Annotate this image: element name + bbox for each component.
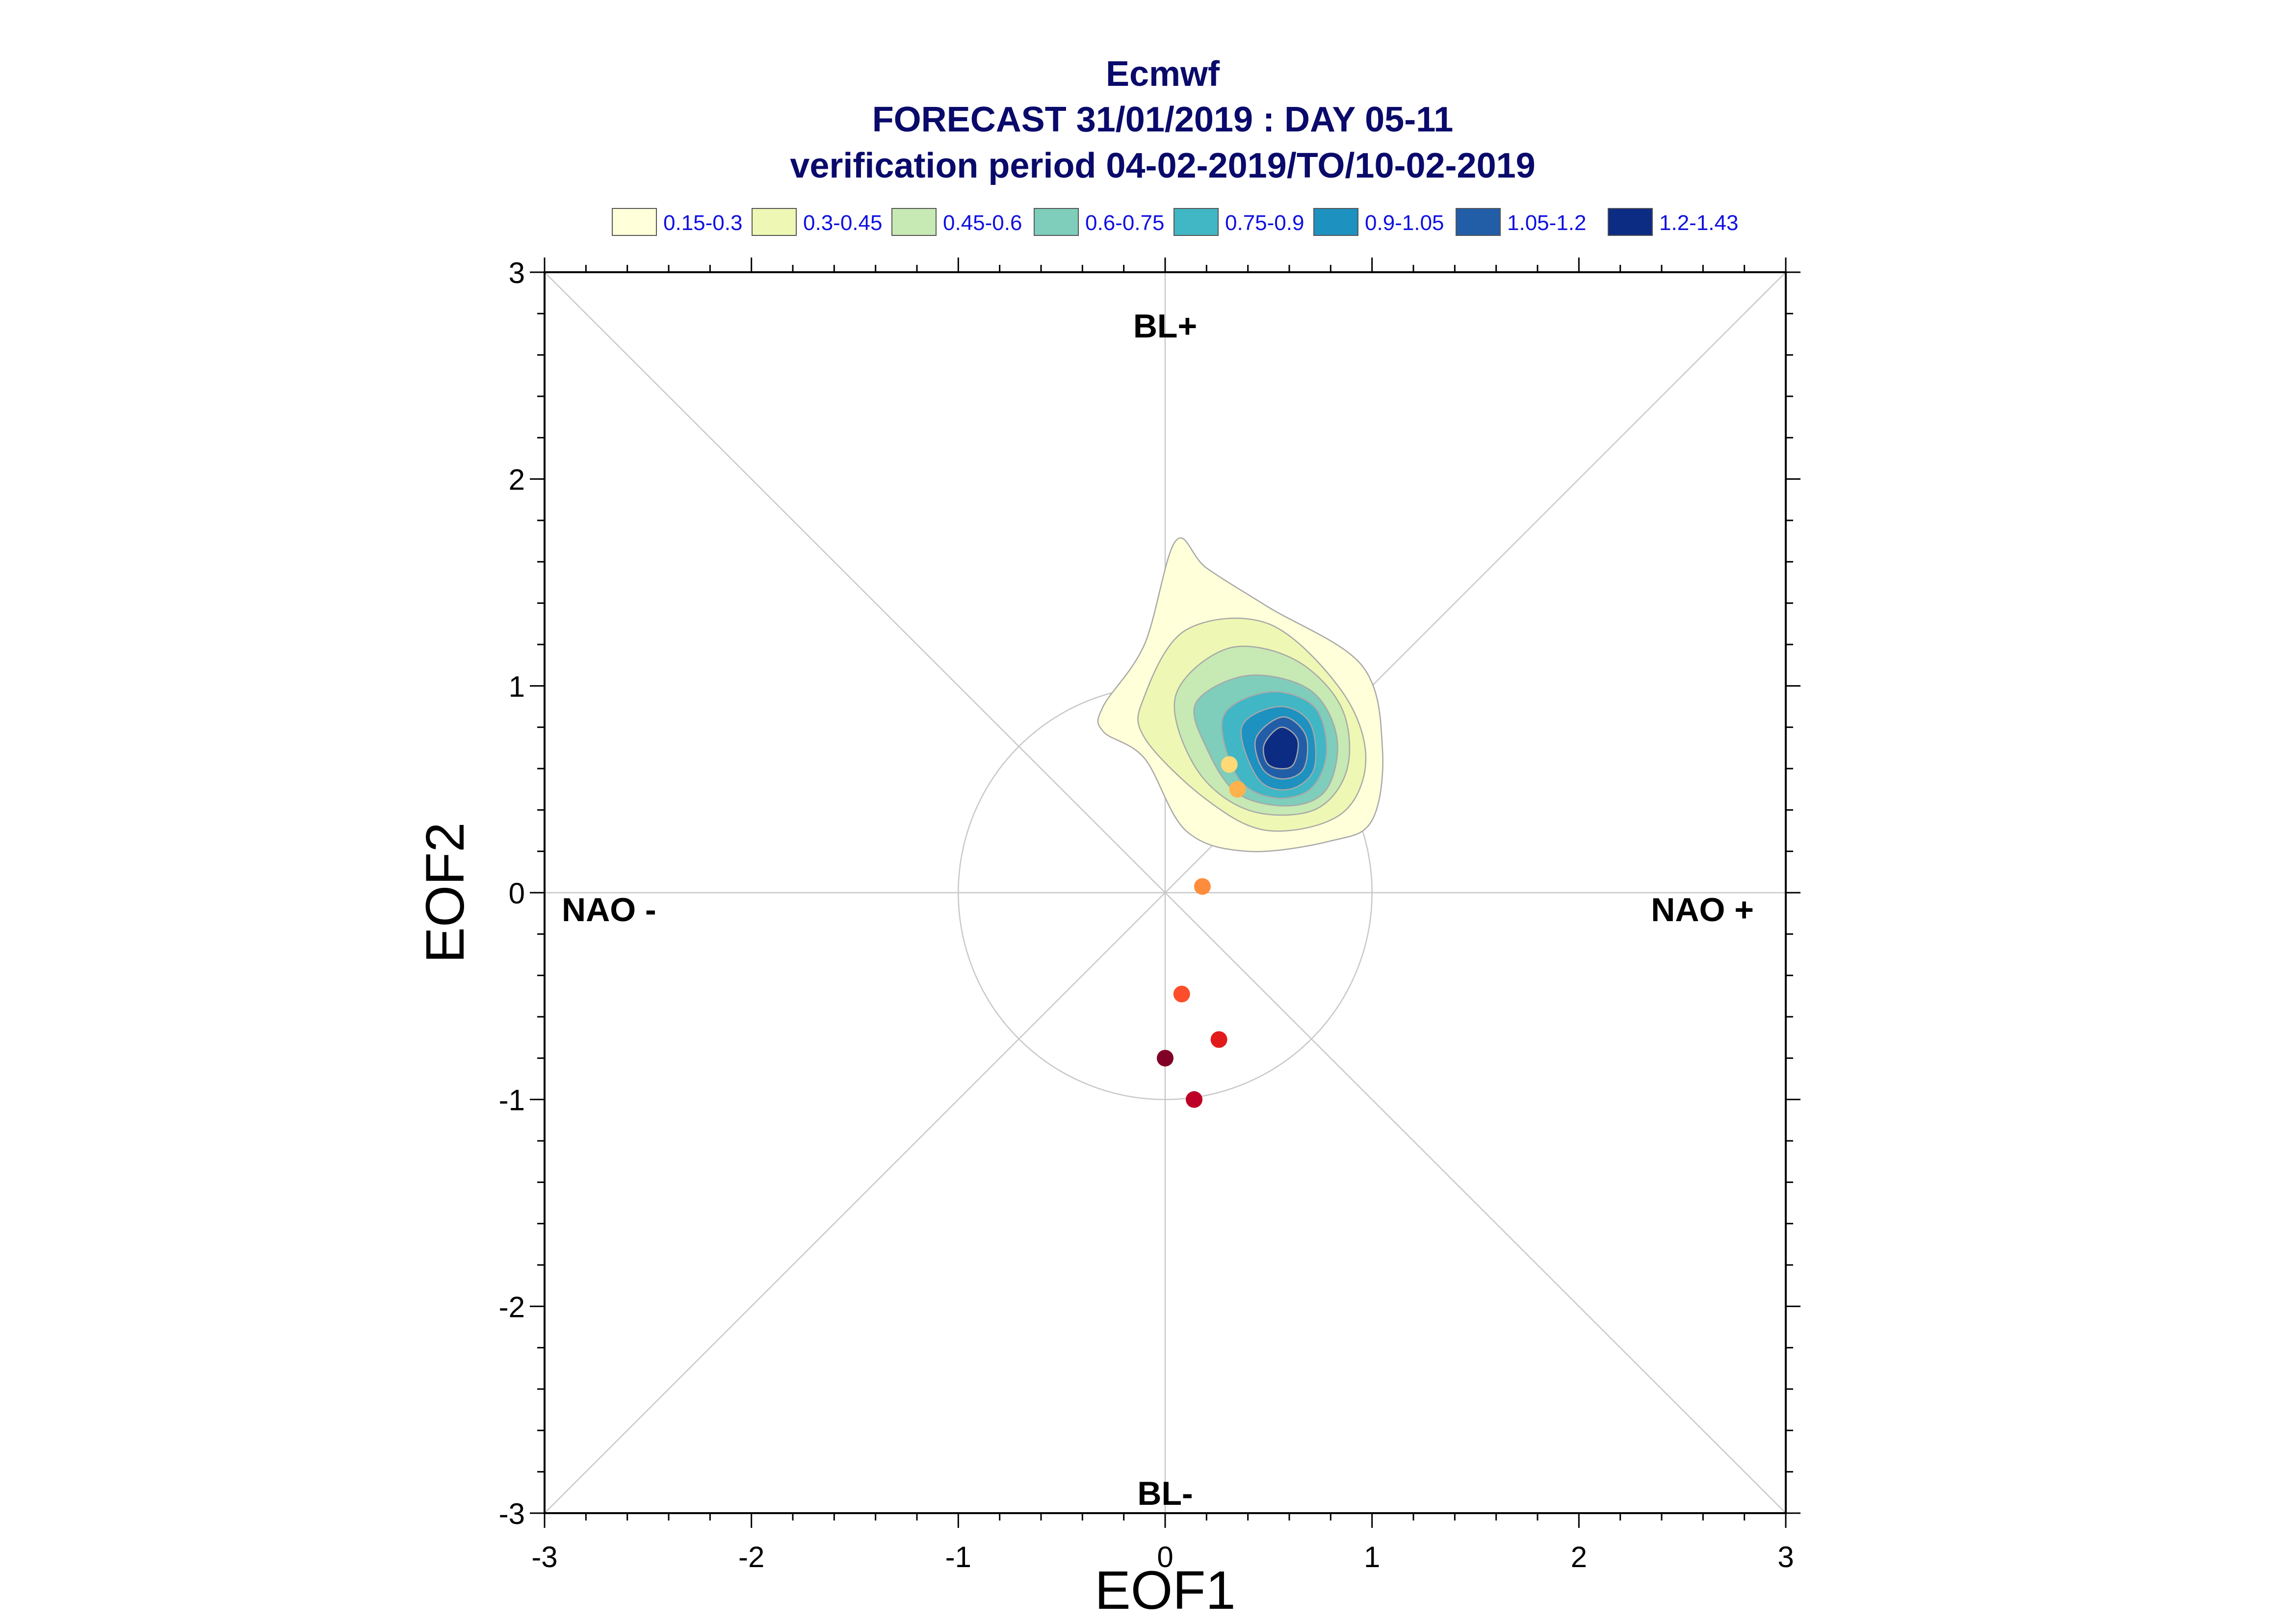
y-tick-label: 0 <box>509 877 525 910</box>
regime-label-nao-plus: NAO + <box>1651 891 1754 928</box>
x-axis-label: EOF1 <box>1095 1560 1235 1621</box>
x-tick-label: 0 <box>1157 1541 1173 1573</box>
data-point-2 <box>1229 781 1246 798</box>
chart-subtitle: FORECAST 31/01/2019 : DAY 05-11 <box>872 100 1454 139</box>
x-tick-label: 2 <box>1571 1541 1587 1573</box>
data-points <box>1157 756 1246 1108</box>
legend-swatch-1 <box>612 208 657 236</box>
data-point-4 <box>1173 985 1190 1003</box>
density-contour-8 <box>1263 726 1299 770</box>
data-point-6 <box>1157 1050 1174 1067</box>
legend-swatch-8 <box>1608 208 1653 236</box>
guide-lines <box>544 272 1786 1514</box>
y-tick-label: 2 <box>509 464 525 496</box>
legend-label-2: 0.3-0.45 <box>803 211 882 235</box>
legend-swatch-6 <box>1313 208 1358 236</box>
data-point-5 <box>1210 1031 1227 1048</box>
y-tick-label: -3 <box>499 1497 525 1530</box>
legend-label-8: 1.2-1.43 <box>1659 211 1738 235</box>
legend: 0.15-0.3 0.3-0.45 0.45-0.6 0.6-0.75 0.75-0.9… <box>612 208 1738 236</box>
density-contours <box>1097 537 1383 852</box>
data-point-7 <box>1186 1091 1203 1108</box>
x-tick-label: -2 <box>738 1541 764 1573</box>
data-point-1 <box>1221 756 1238 773</box>
x-tick-label: 3 <box>1777 1541 1794 1573</box>
diagonal-line-2 <box>544 272 1786 1514</box>
x-tick-label: -1 <box>945 1541 971 1573</box>
legend-label-1: 0.15-0.3 <box>663 211 742 235</box>
x-tick-label: -3 <box>531 1541 557 1573</box>
legend-swatch-2 <box>752 208 797 236</box>
legend-label-4: 0.6-0.75 <box>1085 211 1164 235</box>
legend-label-7: 1.05-1.2 <box>1507 211 1586 235</box>
plot-area: -3 -2 -1 0 1 2 3 -3 -2 -1 0 1 2 3 <box>499 257 1800 1573</box>
legend-label-3: 0.45-0.6 <box>943 211 1022 235</box>
legend-label-6: 0.9-1.05 <box>1365 211 1444 235</box>
y-tick-label: -2 <box>499 1290 525 1323</box>
y-tick-label: 3 <box>509 257 525 289</box>
legend-swatch-7 <box>1456 208 1501 236</box>
regime-label-bl-plus: BL+ <box>1133 308 1197 345</box>
legend-swatch-5 <box>1174 208 1219 236</box>
legend-swatch-3 <box>891 208 937 236</box>
y-axis-label: EOF2 <box>415 822 475 963</box>
axis-ticks: -3 -2 -1 0 1 2 3 -3 -2 -1 0 1 2 3 <box>499 257 1800 1573</box>
regime-label-nao-minus: NAO - <box>562 891 656 928</box>
legend-label-5: 0.75-0.9 <box>1225 211 1304 235</box>
regime-label-bl-minus: BL- <box>1137 1475 1193 1512</box>
y-tick-label: 1 <box>509 670 525 703</box>
data-point-3 <box>1194 878 1211 895</box>
y-tick-label: -1 <box>499 1084 525 1117</box>
chart-subtitle-2: verification period 04-02-2019/TO/10-02-… <box>790 146 1535 185</box>
legend-swatch-4 <box>1034 208 1079 236</box>
chart-title: Ecmwf <box>1106 54 1220 94</box>
x-tick-label: 1 <box>1364 1541 1380 1573</box>
